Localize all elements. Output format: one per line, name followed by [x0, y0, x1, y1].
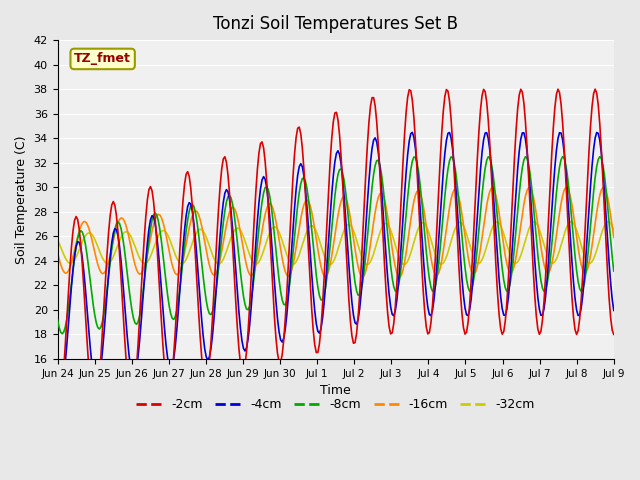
Legend: -2cm, -4cm, -8cm, -16cm, -32cm: -2cm, -4cm, -8cm, -16cm, -32cm — [131, 394, 540, 417]
Title: Tonzi Soil Temperatures Set B: Tonzi Soil Temperatures Set B — [213, 15, 458, 33]
Y-axis label: Soil Temperature (C): Soil Temperature (C) — [15, 135, 28, 264]
Text: TZ_fmet: TZ_fmet — [74, 52, 131, 65]
X-axis label: Time: Time — [320, 384, 351, 397]
